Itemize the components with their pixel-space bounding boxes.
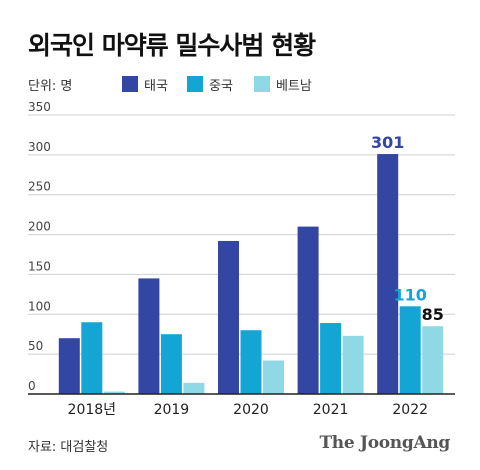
y-tick-label: 100 — [28, 299, 51, 313]
bar — [58, 338, 80, 394]
bar — [103, 391, 125, 394]
bar — [422, 326, 444, 394]
y-tick-label: 200 — [28, 220, 51, 234]
x-tick-label: 2021 — [313, 402, 349, 418]
legend-label-vietnam: 베트남 — [276, 79, 312, 94]
chart-title: 외국인 마약류 밀수사범 현황 — [28, 31, 316, 60]
bar — [81, 322, 103, 394]
legend-swatch-china — [187, 76, 203, 92]
x-tick-label: 2022 — [392, 402, 428, 418]
y-tick-label: 150 — [28, 259, 51, 273]
legend-swatch-vietnam — [254, 76, 270, 92]
bar — [399, 306, 421, 394]
bar — [218, 240, 239, 394]
legend-swatch-thailand — [122, 76, 138, 92]
bar — [320, 323, 342, 394]
y-tick-label: 250 — [28, 180, 51, 194]
bar — [160, 334, 182, 394]
source-note: 자료: 대검찰청 — [28, 440, 109, 455]
legend-label-china: 중국 — [209, 79, 233, 94]
y-tick-label: 50 — [28, 339, 43, 353]
bar — [138, 278, 160, 394]
y-tick-label: 300 — [28, 140, 51, 154]
data-label: 301 — [371, 133, 404, 152]
x-tick-label: 2018년 — [68, 402, 117, 418]
unit-label: 단위: 명 — [28, 79, 73, 94]
bar — [342, 335, 364, 394]
bar — [240, 330, 262, 394]
publisher-logo: The JoongAng — [319, 433, 450, 453]
y-tick-label: 350 — [28, 100, 51, 114]
bar — [297, 226, 319, 394]
y-tick-label: 0 — [28, 379, 36, 393]
legend: 단위: 명 태국 중국 베트남 — [28, 74, 468, 94]
bar — [263, 360, 284, 394]
legend-label-thailand: 태국 — [144, 79, 168, 94]
x-tick-label: 2019 — [154, 402, 190, 418]
data-label: 85 — [422, 305, 444, 324]
data-label: 110 — [393, 285, 426, 304]
bar — [183, 382, 205, 394]
x-tick-label: 2020 — [233, 402, 269, 418]
bar — [377, 154, 399, 394]
